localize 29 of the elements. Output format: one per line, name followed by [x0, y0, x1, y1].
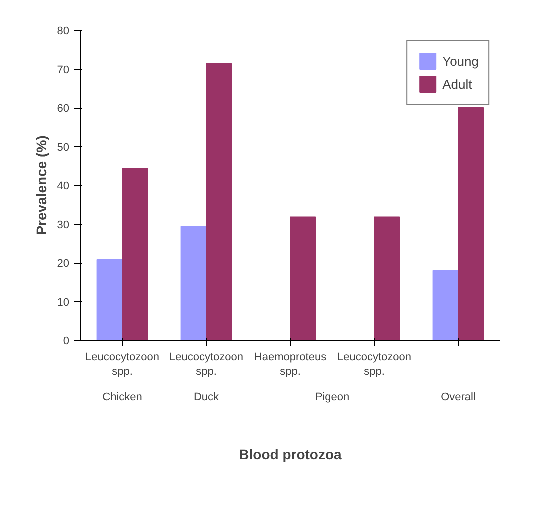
x-tick-label: Leucocytozoon spp.	[338, 352, 412, 378]
text: Pigeon	[315, 392, 350, 404]
y-tick-label: 70	[57, 64, 70, 76]
text: Duck	[194, 392, 220, 404]
x-tick-label: Haemoproteus spp.	[254, 352, 328, 378]
bar	[432, 270, 459, 340]
legend-label: Adult	[442, 76, 472, 92]
bar	[374, 216, 400, 340]
y-axis-title: Prevalence (%)	[33, 136, 50, 236]
x-tick-label: Leucocytozoon spp.	[170, 352, 244, 378]
x-axis-title: Blood protozoa	[239, 446, 342, 462]
y-tick-label: 0	[63, 336, 70, 348]
bar	[122, 168, 148, 340]
bar	[96, 259, 123, 340]
x-tick-label: Leucocytozoon spp.	[86, 352, 160, 378]
y-tick-label: 80	[57, 26, 70, 38]
bar	[206, 63, 232, 340]
y-tick-label: 10	[57, 296, 70, 309]
text: Chicken	[102, 392, 142, 404]
text: Overall	[441, 392, 476, 404]
y-tick-label: 40	[57, 180, 70, 192]
y-tick-label: 20	[57, 258, 70, 270]
bar	[458, 108, 484, 340]
bar	[290, 216, 316, 340]
legend-label: Young	[442, 54, 479, 68]
y-tick-label: 50	[57, 142, 70, 154]
bar	[180, 226, 207, 340]
y-tick-label: 60	[57, 103, 70, 115]
y-tick-label: 30	[57, 219, 70, 232]
